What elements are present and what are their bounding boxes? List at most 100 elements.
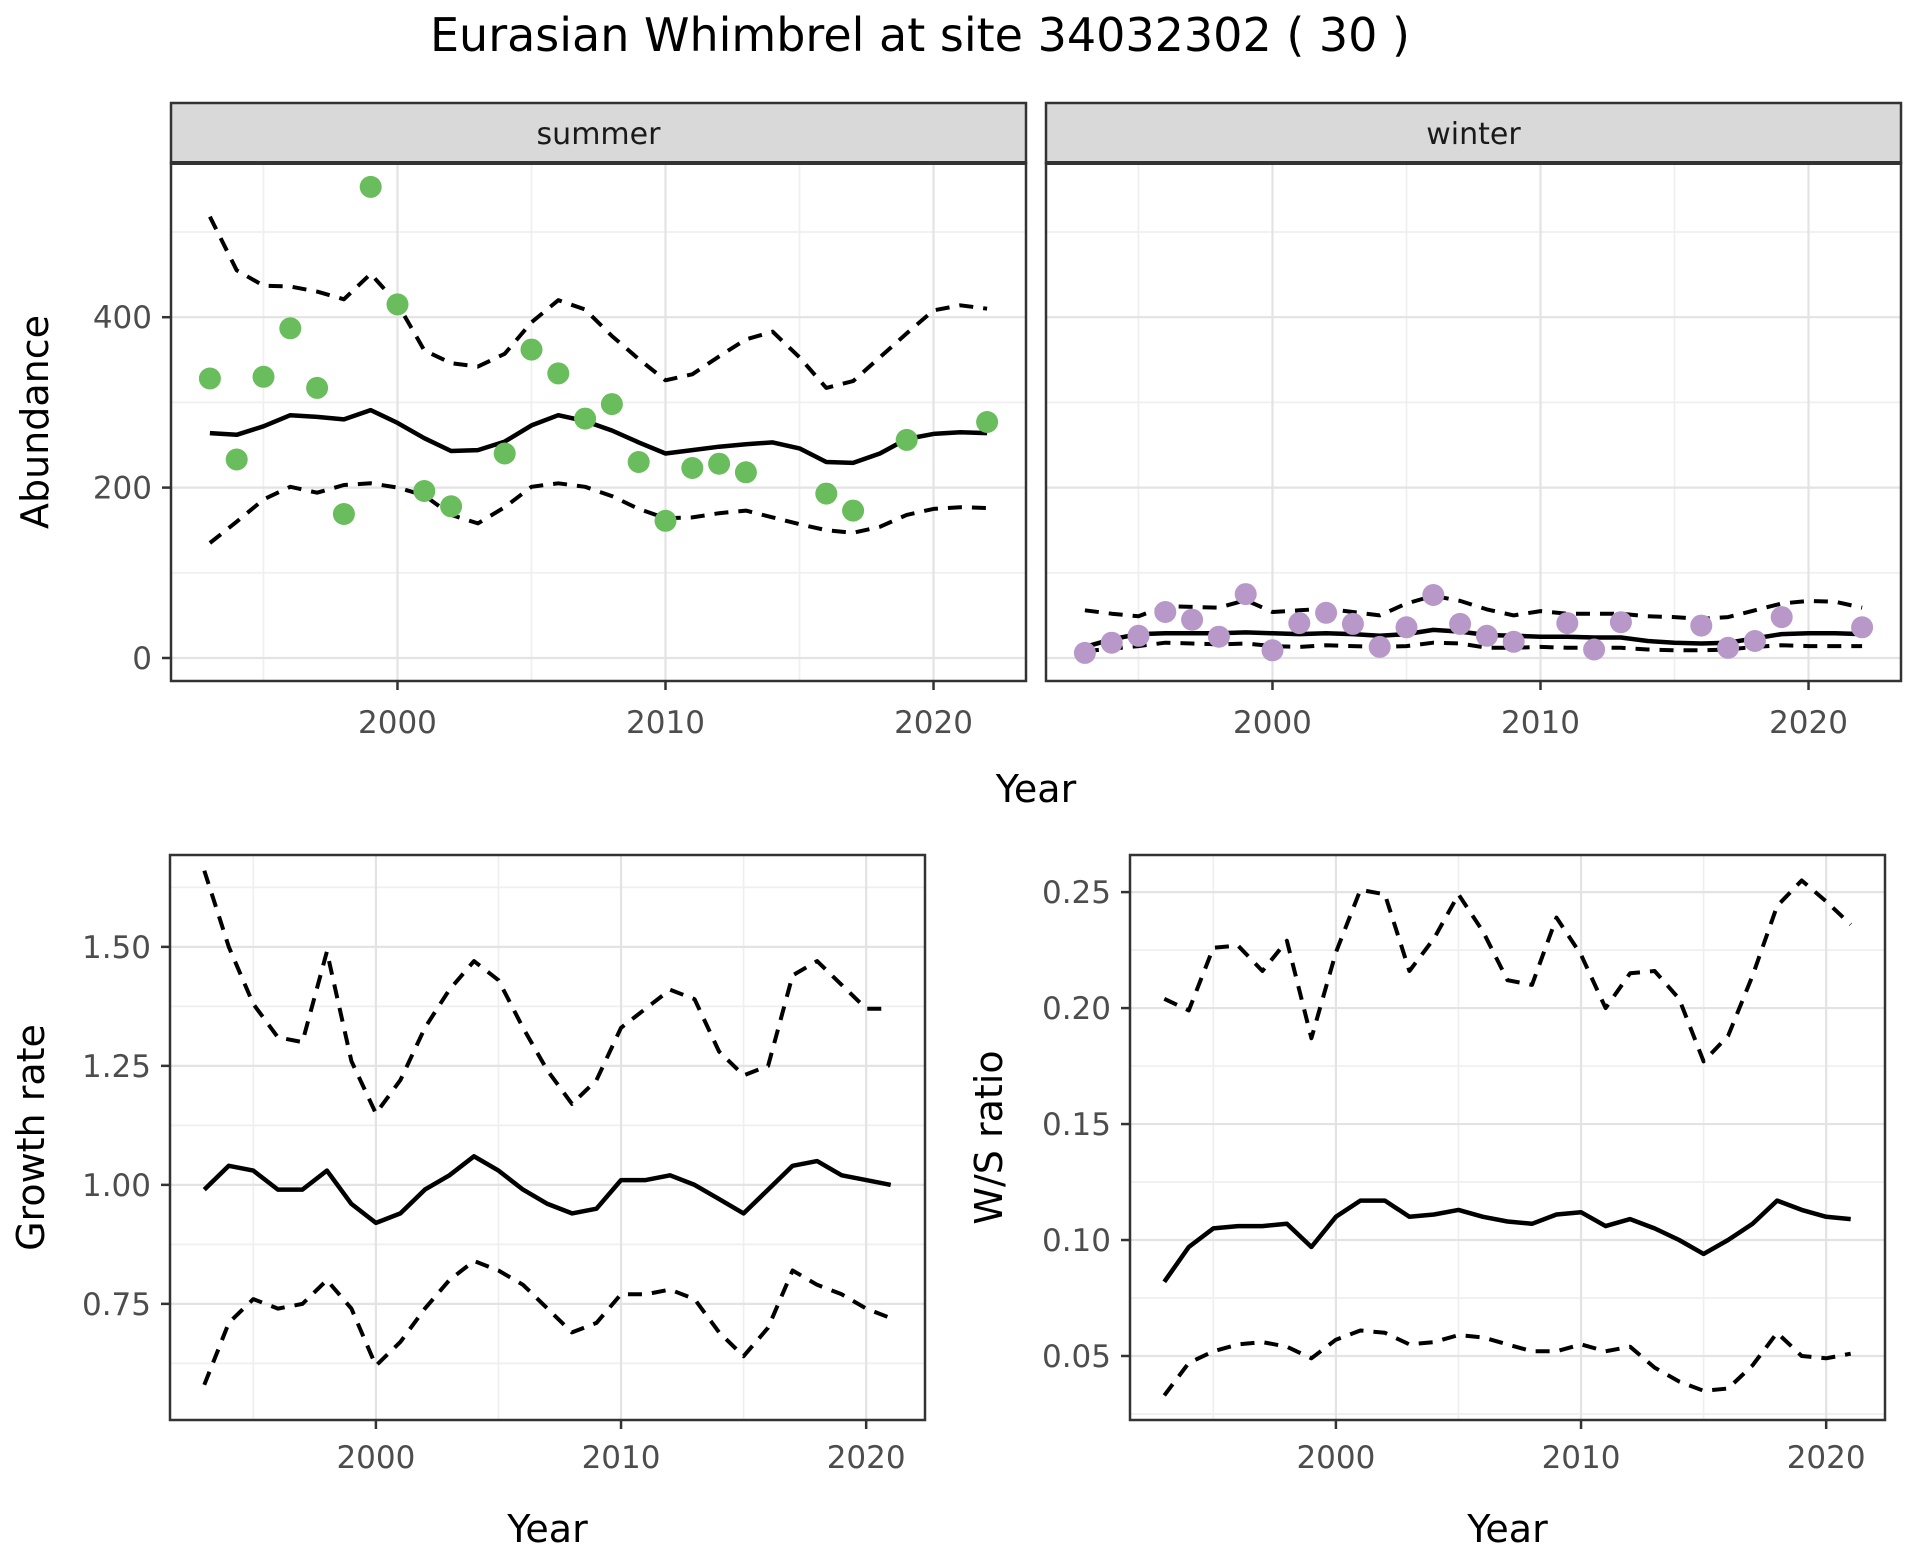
shared-x-axis-title: Year	[995, 767, 1077, 811]
data-point	[895, 428, 918, 451]
abundance-winter-panel: winter 2000 2010 2020	[1044, 101, 1903, 741]
data-point	[1073, 641, 1096, 664]
upper_ci-line	[1163, 878, 1853, 1064]
y-axis-title: Abundance	[13, 315, 57, 529]
data-point	[1288, 612, 1311, 635]
points-layer	[198, 175, 999, 532]
data-point	[413, 480, 436, 502]
data-point	[306, 376, 329, 399]
data-point	[627, 451, 650, 473]
data-point	[1449, 612, 1472, 635]
x-tick-label: 2020	[1769, 705, 1848, 741]
y-tick-label: 1.25	[82, 1049, 151, 1085]
data-point	[1422, 584, 1445, 606]
facet-strip-label: winter	[1426, 117, 1521, 152]
lower_ci-line	[202, 1259, 892, 1386]
data-point	[359, 175, 382, 198]
data-point	[1743, 630, 1766, 652]
x-tick-label: 2010	[582, 1440, 661, 1476]
data-point	[976, 411, 999, 433]
x-tick-label: 2020	[1787, 1440, 1866, 1476]
figure-title: Eurasian Whimbrel at site 34032302 ( 30 …	[429, 8, 1411, 62]
data-point	[842, 499, 865, 522]
data-point	[1770, 606, 1793, 629]
data-point	[1690, 614, 1713, 637]
data-point	[1127, 624, 1150, 647]
lines-layer	[202, 870, 892, 1386]
data-point	[815, 482, 838, 505]
lower_ci-line	[1162, 1328, 1852, 1397]
data-point	[600, 393, 623, 416]
x-tick-label: 2000	[358, 705, 437, 741]
y-axis-title: W/S ratio	[967, 1050, 1011, 1224]
facet-strip	[1044, 101, 1903, 165]
upper_ci-line	[202, 870, 891, 1116]
fit-line	[209, 407, 988, 466]
panel-border	[168, 853, 927, 1422]
data-point	[734, 461, 757, 484]
data-point	[1717, 636, 1740, 659]
data-point	[520, 338, 543, 361]
data-point	[1851, 616, 1874, 639]
y-tick-label: 0.75	[82, 1287, 151, 1323]
data-point	[1556, 612, 1579, 635]
data-point	[279, 317, 302, 340]
fit-line	[202, 1154, 892, 1226]
grid-major	[1130, 855, 1885, 1420]
panel-background	[170, 855, 925, 1420]
x-tick-label: 2000	[336, 1440, 415, 1476]
y-tick-label: 400	[93, 300, 152, 336]
y-tick-label: 0.25	[1042, 875, 1111, 911]
abundance-summer-panel: summer 2000 2010 2020 0 200 400 Abundance	[13, 101, 1028, 741]
panel-background	[171, 163, 1026, 681]
data-point	[225, 448, 248, 471]
y-tick-label: 0.05	[1042, 1339, 1111, 1375]
fit-line	[1162, 1198, 1851, 1284]
data-point	[1475, 624, 1498, 647]
data-point	[1207, 625, 1230, 648]
data-point	[681, 457, 704, 479]
panel-background	[1130, 855, 1885, 1420]
ws-ratio-panel: 2000 2010 2020 0.05 0.10 0.15 0.20 0.25 W/S rati…	[967, 853, 1887, 1551]
data-point	[332, 503, 355, 525]
panel-border	[1128, 853, 1887, 1422]
lines-layer	[1162, 878, 1853, 1397]
data-point	[654, 509, 677, 532]
x-tick-label: 2010	[626, 705, 705, 741]
data-point	[440, 495, 463, 518]
grid-minor	[170, 855, 925, 1420]
data-point	[708, 452, 731, 475]
data-point	[1341, 612, 1364, 635]
data-point	[1154, 601, 1177, 623]
data-point	[1181, 608, 1204, 631]
points-layer	[1073, 583, 1874, 664]
facet-strip-label: summer	[537, 117, 662, 152]
grid-minor	[171, 163, 1026, 681]
x-axis-title: Year	[506, 1507, 588, 1551]
data-point	[1100, 631, 1123, 654]
data-point	[386, 293, 409, 316]
lines-layer	[208, 215, 988, 545]
data-point	[1609, 611, 1632, 634]
x-tick-label: 2000	[1233, 705, 1312, 741]
data-point	[547, 362, 570, 385]
data-point	[1502, 630, 1525, 653]
upper_ci-line	[1084, 593, 1863, 621]
x-tick-label: 2020	[894, 705, 973, 741]
facet-strip	[169, 101, 1028, 165]
y-tick-label: 0.20	[1042, 991, 1111, 1027]
y-tick-label: 200	[93, 471, 152, 507]
y-tick-label: 0.10	[1042, 1223, 1111, 1259]
y-axis-title: Growth rate	[9, 1024, 53, 1251]
grid-minor	[1046, 163, 1901, 681]
grid-minor	[1130, 855, 1885, 1420]
y-tick-label: 0.15	[1042, 1107, 1111, 1143]
y-tick-label: 1.00	[82, 1168, 151, 1204]
upper_ci-line	[208, 215, 988, 390]
data-point	[1368, 635, 1391, 658]
y-tick-label: 1.50	[82, 930, 151, 966]
data-point	[198, 367, 221, 390]
data-point	[1234, 583, 1257, 606]
data-point	[1315, 601, 1338, 624]
